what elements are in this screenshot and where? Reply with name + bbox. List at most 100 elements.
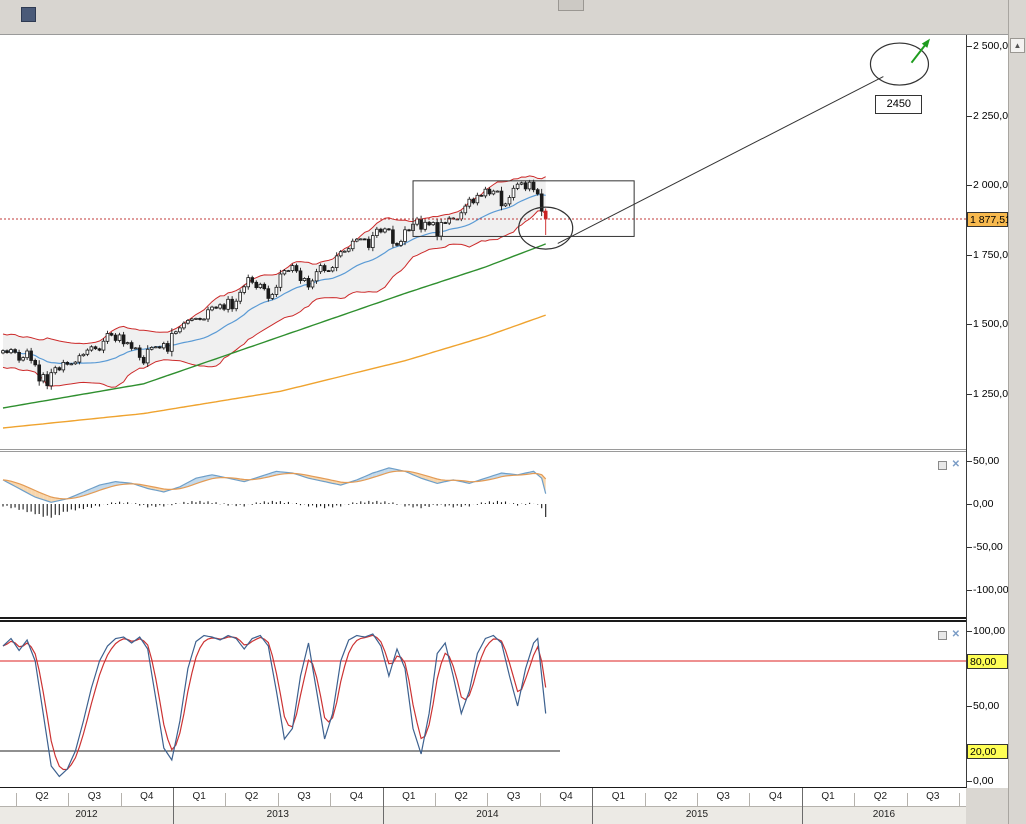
price-axis[interactable]: 2 500,00 2 250,00 2 000,00 1 750,00 1 500,00… — [966, 35, 1014, 788]
quarter-tick — [68, 793, 70, 806]
quarter-tick — [697, 793, 698, 806]
panel-divider-top[interactable] — [0, 449, 966, 452]
axis-tick — [967, 547, 972, 548]
quarter-label: Q3 — [506, 791, 521, 802]
quarter-label: Q4 — [768, 791, 783, 802]
scrollbar-thumb[interactable]: ▲ — [1010, 38, 1025, 53]
quarter-label: Q1 — [821, 791, 835, 802]
axis-tick — [967, 115, 972, 117]
quarter-label: Q1 — [402, 791, 416, 802]
axis-price-flag: 1 877,51 — [967, 212, 1011, 228]
axis-tick-label: 1 750,00 — [973, 248, 1014, 261]
time-axis[interactable]: Q2 Q3 Q4 Q1 Q2 Q3 Q4 Q1 Q2 Q3 Q4 Q1 Q2 Q3 Q4 Q1 Q2 Q3 2012… — [0, 788, 966, 824]
time-axis-divider — [0, 787, 966, 788]
price-chart-panel[interactable] — [0, 35, 966, 449]
year-divider — [382, 788, 384, 824]
quarter-label: Q4 — [349, 791, 364, 802]
axis-tick — [967, 706, 972, 707]
axis-tick — [967, 46, 972, 47]
quarter-tick — [15, 793, 17, 806]
ma100-line — [2, 243, 546, 409]
year-label: 2015 — [685, 809, 709, 820]
axis-tick — [967, 631, 972, 632]
ma200-line — [2, 314, 546, 429]
quarter-tick — [487, 793, 489, 806]
quarter-label: Q3 — [926, 791, 940, 802]
toolbar-chart-icon[interactable] — [21, 7, 36, 22]
axis-tick — [967, 504, 972, 505]
year-divider — [801, 788, 803, 824]
drawn-ellipse-big — [869, 42, 930, 86]
quarter-label: Q2 — [873, 791, 888, 802]
oscillator-canvas[interactable] — [0, 452, 966, 617]
quarter-tick — [330, 793, 332, 806]
toolbar-collapse-handle[interactable] — [558, 0, 584, 11]
axis-tick — [967, 461, 972, 462]
quarter-label: Q3 — [716, 791, 730, 802]
top-toolbar — [0, 0, 1026, 35]
stochastic-settings-icon[interactable] — [937, 630, 947, 640]
bollinger-layer — [2, 175, 547, 388]
quarter-label: Q2 — [454, 791, 468, 802]
quarter-tick — [539, 793, 541, 806]
quarter-label: Q3 — [87, 791, 102, 802]
axis-tick — [967, 590, 972, 591]
year-divider — [592, 788, 594, 824]
axis-tick-label: 100,00 — [973, 625, 1006, 637]
quarter-tick — [959, 793, 960, 806]
stoch-k-line — [2, 633, 547, 778]
axis-tick-label: 1 500,00 — [973, 318, 1014, 330]
year-label: 2016 — [872, 809, 896, 820]
drawn-arrow-head — [921, 38, 931, 48]
axis-tick-label: 2 250,00 — [973, 109, 1014, 122]
candles-layer — [1, 179, 548, 390]
axis-tick — [967, 254, 972, 256]
year-label: 2012 — [75, 809, 98, 820]
quarter-tick — [225, 793, 227, 806]
user-drawings[interactable] — [412, 38, 931, 250]
stochastic-close-icon[interactable]: ✕ — [951, 629, 960, 640]
axis-tick-label: 50,00 — [973, 455, 1000, 467]
stochastic-canvas[interactable] — [0, 622, 966, 787]
stoch-d-line — [2, 634, 547, 771]
quarter-label: Q4 — [140, 791, 154, 802]
quarter-tick — [277, 793, 279, 806]
axis-tick-label: -50,00 — [973, 541, 1003, 553]
oscillator-slow-line — [2, 470, 547, 500]
quarter-label: Q1 — [611, 791, 626, 802]
drawn-trendline — [557, 76, 884, 244]
axis-tick-label: 0,00 — [973, 498, 994, 510]
sma-line — [2, 194, 546, 365]
year-label: 2013 — [266, 809, 289, 820]
quarter-label: Q4 — [559, 791, 573, 802]
quarter-label: Q1 — [192, 791, 206, 802]
quarter-tick — [644, 793, 646, 806]
axis-tick-label: 0,00 — [973, 775, 994, 787]
quarter-tick — [854, 793, 856, 806]
stochastic-panel[interactable]: ✕ — [0, 622, 966, 787]
year-row-background — [0, 806, 966, 824]
drawn-ellipse-small — [518, 206, 574, 250]
quarter-label: Q2 — [664, 791, 678, 802]
axis-tick — [967, 781, 972, 782]
stochastic-panel-controls: ✕ — [937, 629, 960, 640]
price-target-label[interactable]: 2450 — [875, 95, 923, 115]
quarter-tick — [906, 793, 908, 806]
price-chart-canvas[interactable] — [0, 35, 966, 449]
axis-tick — [967, 185, 972, 186]
axis-tick-label: 50,00 — [973, 700, 1000, 712]
axis-price-flag: 80,00 — [967, 654, 1008, 669]
quarter-tick — [435, 793, 436, 806]
panel-divider-bottom[interactable] — [0, 617, 966, 622]
axis-price-flag: 20,00 — [967, 744, 1008, 759]
year-label: 2014 — [476, 809, 499, 820]
drawn-rectangle — [412, 180, 635, 237]
quarter-tick — [749, 793, 751, 806]
oscillator-close-icon[interactable]: ✕ — [951, 459, 960, 470]
oscillator-panel[interactable]: ✕ — [0, 452, 966, 617]
oscillator-settings-icon[interactable] — [937, 460, 947, 470]
right-scrollbar[interactable]: ▲ — [1008, 0, 1026, 824]
quarter-label: Q3 — [297, 791, 311, 802]
quarter-tick — [120, 793, 122, 806]
